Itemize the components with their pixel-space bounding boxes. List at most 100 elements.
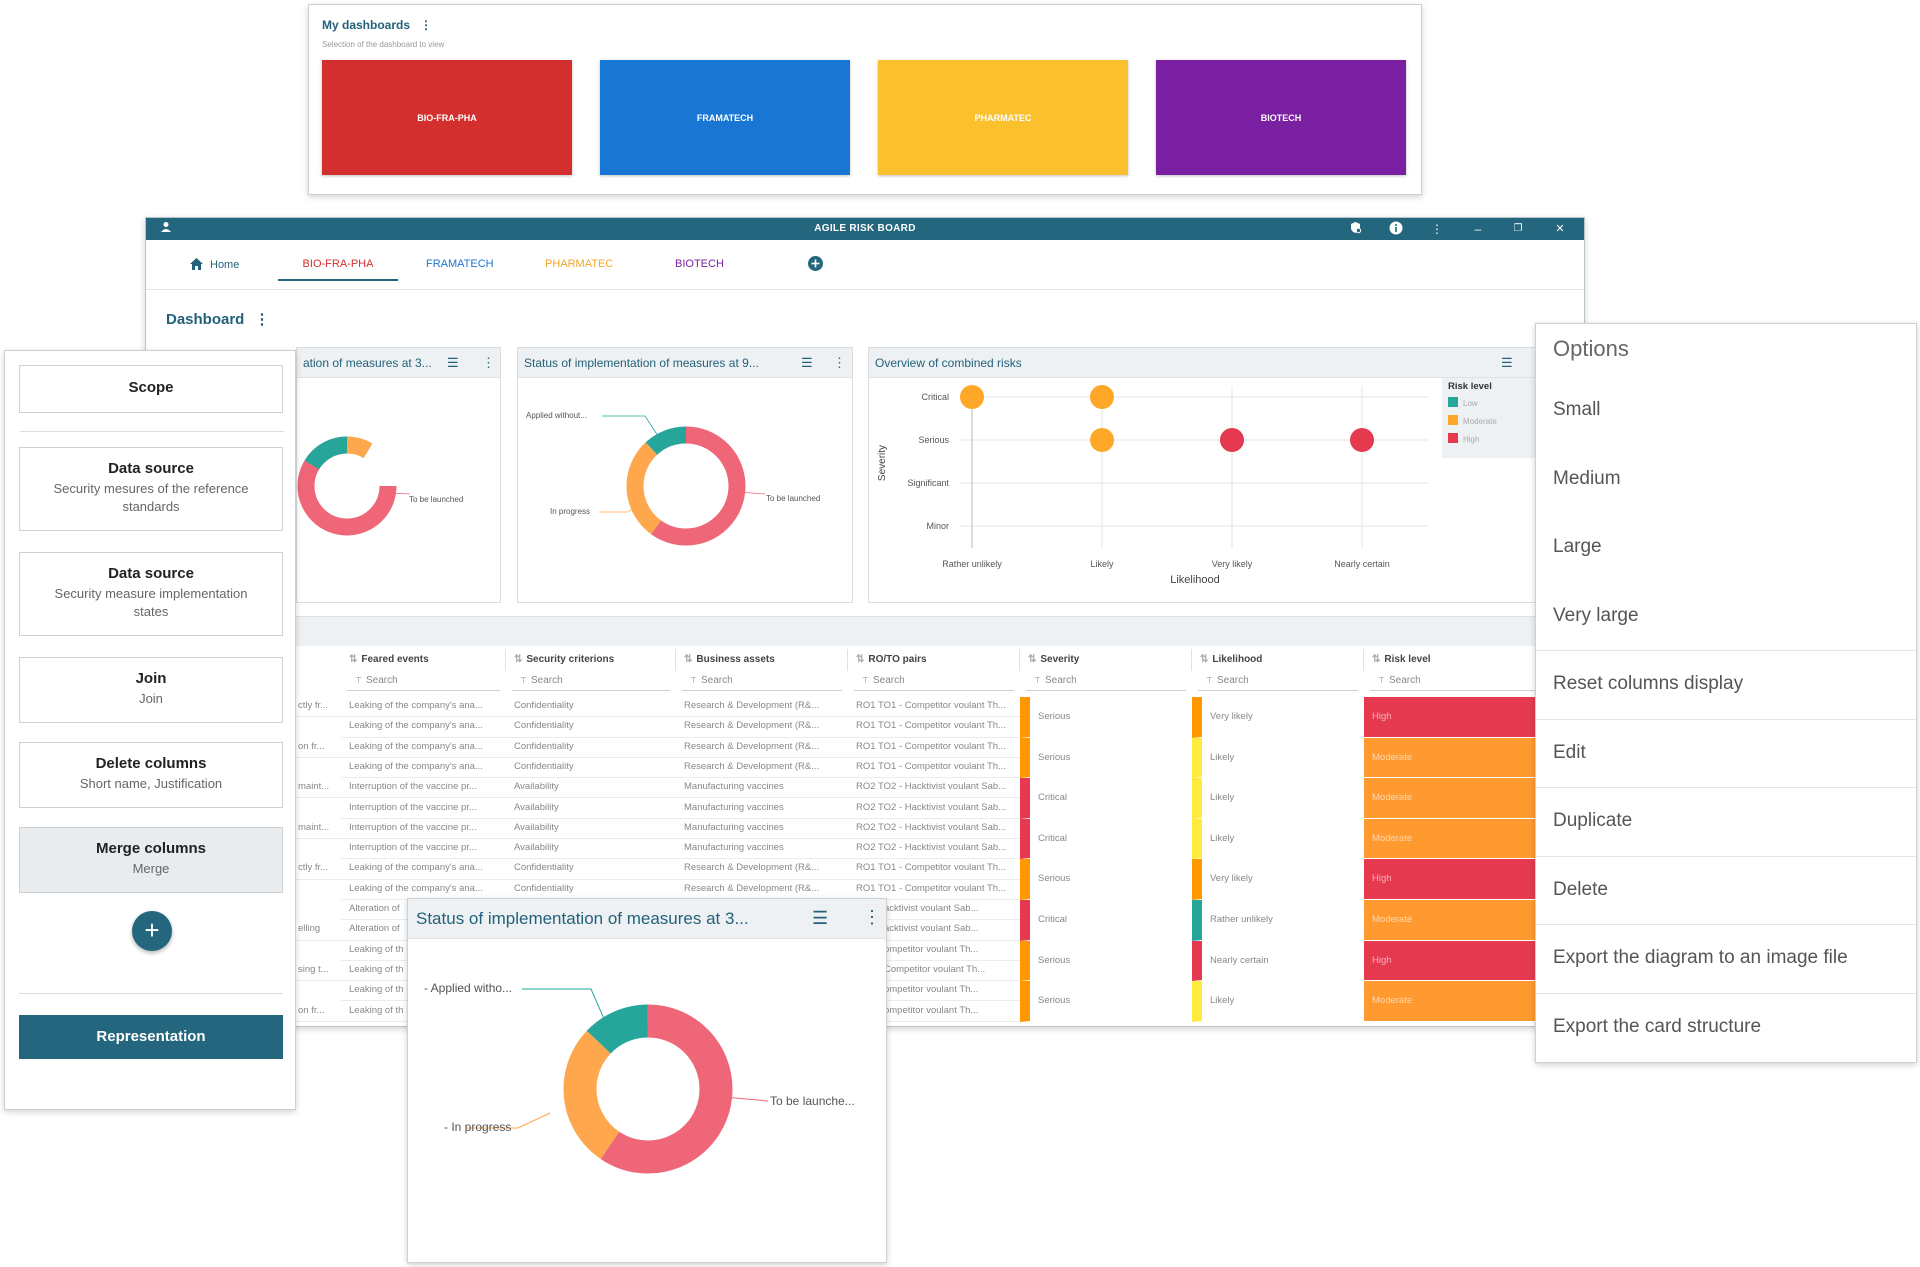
card-implementation-status-2: Status of implementation of measures at … — [517, 347, 853, 603]
add-tab-icon[interactable] — [808, 256, 823, 274]
table-cell: Very likely — [1192, 859, 1364, 900]
tab-bio-fra-pha[interactable]: BIO-FRA-PHA — [278, 258, 398, 281]
home-icon — [190, 258, 203, 273]
shield-gear-icon[interactable] — [1347, 221, 1363, 237]
option-item[interactable]: Edit — [1536, 718, 1916, 787]
tab-framatech[interactable]: FRAMATECH — [426, 258, 494, 270]
more-vert-icon[interactable]: ⋮ — [1431, 222, 1443, 236]
column-header[interactable]: ⇅ Security criterions — [506, 649, 676, 671]
legend-label: High — [1463, 435, 1480, 444]
option-item[interactable]: Reset columns display — [1536, 650, 1916, 718]
column-header[interactable]: ⇅ Severity — [1020, 649, 1192, 671]
close-icon[interactable]: ✕ — [1555, 223, 1565, 235]
column-search-input[interactable]: ⊤ Search — [1370, 671, 1580, 691]
column-search-input[interactable]: ⊤ Search — [682, 671, 842, 691]
table-cell: Likely — [1192, 981, 1364, 1022]
risk-point[interactable] — [1090, 385, 1114, 409]
tab-biotech[interactable]: BIOTECH — [675, 258, 724, 270]
option-item[interactable]: Very large — [1553, 604, 1639, 626]
more-vert-icon[interactable]: ⋮ — [833, 355, 846, 370]
table-cell: Interruption of the vaccine pr... — [341, 799, 506, 819]
pipeline-step-subtitle: Merge — [132, 861, 170, 876]
pipeline-step-4[interactable]: Delete columns Short name, Justification — [19, 742, 283, 808]
pipeline-step-5[interactable]: Merge columns Merge — [19, 827, 283, 893]
table-cell: Leaking of the company's ana... — [341, 738, 506, 758]
column-search-input[interactable]: ⊤ Search — [512, 671, 670, 691]
list-icon[interactable]: ☰ — [801, 355, 813, 370]
column-header-label: Feared events — [361, 654, 429, 665]
sort-icon[interactable]: ⇅ — [1372, 654, 1381, 665]
dashboard-tile-bio-fra-pha[interactable]: BIO-FRA-PHA — [322, 60, 572, 175]
minimize-icon[interactable]: – — [1474, 222, 1482, 236]
restore-icon[interactable]: ❐ — [1513, 223, 1523, 234]
cell-value: High — [1372, 873, 1392, 885]
more-vert-icon[interactable]: ⋮ — [482, 355, 495, 370]
my-dashboards-panel: My dashboards ⋮ Selection of the dashboar… — [308, 4, 1422, 195]
sort-icon[interactable]: ⇅ — [856, 654, 865, 665]
cell-value: Critical — [1038, 914, 1068, 925]
pipeline-step-2[interactable]: Data source Security measure implementati… — [19, 552, 283, 636]
option-item[interactable]: Export the diagram to an image file — [1536, 924, 1916, 992]
column-search-input[interactable]: ⊤ Search — [1026, 671, 1186, 691]
table-cell: Interruption of the vaccine pr... — [341, 778, 506, 799]
cell-value: Serious — [1038, 995, 1071, 1007]
pipeline-step-1[interactable]: Data source Security mesures of the refer… — [19, 447, 283, 531]
cell-value: Likely — [1210, 751, 1235, 763]
table-cell: RO1 TO1 - Competitor voulant Th... — [848, 717, 1020, 738]
column-search-input[interactable]: ⊤ Search — [854, 671, 1014, 691]
risk-point[interactable] — [1220, 428, 1244, 452]
column-header[interactable]: ⇅ RO/TO pairs — [848, 649, 1020, 671]
table-cell: RO2 TO2 - Hacktivist voulant Sab... — [848, 839, 1020, 860]
column-header[interactable]: ⇅ Business assets — [676, 649, 848, 671]
option-item[interactable]: Delete — [1536, 855, 1916, 924]
table-cell: on fr... — [296, 1002, 341, 1022]
representation-button[interactable]: Representation — [19, 1015, 283, 1059]
more-vert-icon[interactable]: ⋮ — [863, 907, 881, 927]
user-icon[interactable] — [158, 221, 174, 237]
option-item[interactable]: Medium — [1553, 467, 1621, 489]
table-cell: RO1 TO1 - Competitor voulant Th... — [848, 758, 1020, 779]
sort-icon[interactable]: ⇅ — [349, 654, 358, 665]
column-header[interactable]: ⇅ Likelihood — [1192, 649, 1364, 671]
option-item[interactable]: Large — [1553, 536, 1602, 557]
column-header[interactable]: ⇅ Feared events — [341, 649, 506, 671]
dashboard-tile-framatech[interactable]: FRAMATECH — [600, 60, 850, 175]
option-item[interactable]: Duplicate — [1536, 787, 1916, 855]
list-icon[interactable]: ☰ — [1501, 355, 1513, 370]
option-item[interactable]: Small — [1553, 399, 1601, 420]
risk-legend: Risk level Low Moderate High — [1442, 378, 1542, 458]
pipeline-step-0[interactable]: Scope — [19, 365, 284, 432]
add-step-button[interactable]: + — [132, 911, 172, 951]
sort-icon[interactable]: ⇅ — [514, 654, 523, 665]
column-search-input[interactable]: ⊤ Search — [347, 671, 500, 691]
dashboards-menu-icon[interactable]: ⋮ — [420, 18, 433, 32]
card1-label-to-be-launched: To be launched — [409, 495, 464, 504]
cell-value: High — [1372, 954, 1392, 966]
info-icon[interactable] — [1388, 221, 1404, 237]
list-icon[interactable]: ☰ — [812, 908, 829, 928]
list-icon[interactable]: ☰ — [447, 355, 459, 370]
sort-icon[interactable]: ⇅ — [1028, 654, 1037, 665]
risk-point[interactable] — [1350, 428, 1374, 452]
option-item[interactable]: Export the card structure — [1536, 992, 1916, 1061]
sort-icon[interactable]: ⇅ — [1200, 654, 1209, 665]
card-combined-risks: Overview of combined risks ☰ Rather unli… — [868, 347, 1586, 603]
card-implementation-status-1: ation of measures at 3... ☰ ⋮ To be laun… — [296, 347, 501, 603]
tab-pharmatec[interactable]: PHARMATEC — [545, 258, 614, 270]
risk-point[interactable] — [1090, 428, 1114, 452]
pipeline-step-3[interactable]: Join Join — [19, 657, 283, 723]
table-cell: Availability — [506, 839, 676, 860]
risk-point[interactable] — [960, 385, 984, 409]
sort-icon[interactable]: ⇅ — [684, 654, 693, 665]
table-cell: Confidentiality — [506, 738, 676, 758]
dashboard-menu-icon[interactable]: ⋮ — [254, 311, 270, 328]
column-header-label: Business assets — [696, 654, 775, 665]
tab-home[interactable]: Home — [190, 258, 239, 273]
legend-swatch — [1448, 415, 1458, 425]
column-search-input[interactable]: ⊤ Search — [1198, 671, 1358, 691]
dashboard-tile-biotech[interactable]: BIOTECH — [1156, 60, 1406, 175]
dashboard-tile-pharmatec[interactable]: PHARMATEC — [878, 60, 1128, 175]
table-cell: Very likely — [1192, 697, 1364, 738]
card2-title: Status of implementation of measures at … — [524, 356, 759, 370]
filter-icon: ⊤ — [690, 676, 697, 685]
